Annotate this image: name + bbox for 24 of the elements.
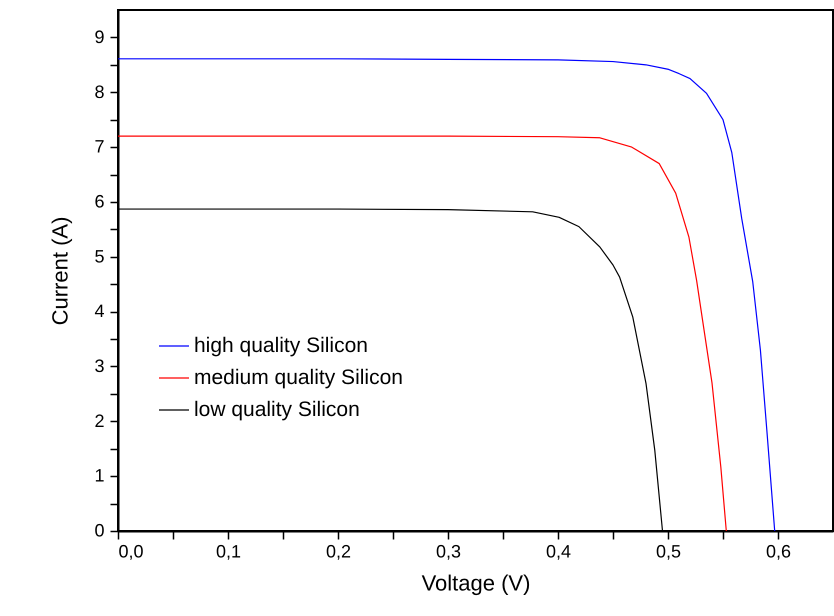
x-tick-label: 0,4	[546, 542, 572, 562]
x-tick-label: 0,5	[656, 542, 682, 562]
y-tick-label: 0	[94, 520, 104, 540]
y-tick-label: 4	[94, 301, 104, 322]
x-tick-label: 0,3	[436, 542, 462, 562]
y-axis-title: Current (A)	[47, 216, 72, 326]
x-axis-title: Voltage (V)	[422, 570, 530, 596]
y-tick-label: 5	[94, 246, 104, 266]
x-tick-label: 0,6	[766, 542, 792, 562]
legend-label: high quality Silicon	[194, 334, 368, 357]
y-tick-label: 2	[94, 410, 104, 431]
y-tick-label: 8	[94, 82, 104, 102]
x-tick-label: 0,0	[118, 542, 144, 562]
y-tick-label: 3	[94, 356, 104, 376]
x-tick-label: 0,2	[326, 542, 352, 562]
line-series	[117, 136, 727, 532]
y-tick-label: 9	[94, 26, 104, 47]
y-tick-label: 1	[94, 466, 104, 486]
legend-label: medium quality Silicon	[194, 366, 403, 389]
line-series	[117, 58, 776, 532]
y-tick-label: 7	[94, 136, 104, 157]
x-tick-label: 0,1	[216, 542, 242, 562]
legend-label: low quality Silicon	[194, 398, 360, 421]
y-tick-label: 6	[94, 191, 104, 212]
